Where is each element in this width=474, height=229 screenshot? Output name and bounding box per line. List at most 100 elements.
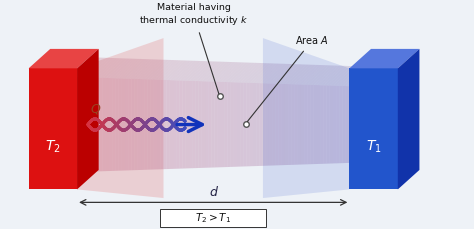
Polygon shape — [371, 68, 396, 87]
Polygon shape — [157, 60, 182, 80]
Polygon shape — [356, 67, 380, 87]
Text: $T_2 > T_1$: $T_2 > T_1$ — [195, 211, 231, 225]
Polygon shape — [125, 59, 150, 79]
Polygon shape — [205, 81, 208, 168]
Polygon shape — [186, 81, 189, 169]
Polygon shape — [397, 68, 419, 161]
Polygon shape — [221, 82, 224, 167]
Polygon shape — [93, 78, 96, 172]
Polygon shape — [231, 82, 234, 167]
Polygon shape — [122, 79, 125, 171]
Polygon shape — [147, 79, 151, 170]
Polygon shape — [391, 87, 394, 161]
Polygon shape — [349, 67, 374, 86]
Polygon shape — [93, 58, 118, 78]
Polygon shape — [259, 83, 263, 166]
Polygon shape — [314, 65, 338, 85]
Polygon shape — [147, 60, 172, 79]
Polygon shape — [327, 85, 330, 164]
Polygon shape — [374, 87, 378, 162]
Polygon shape — [106, 59, 131, 78]
Polygon shape — [263, 38, 349, 198]
Polygon shape — [279, 64, 303, 84]
Polygon shape — [371, 87, 374, 162]
Polygon shape — [288, 65, 313, 84]
Polygon shape — [234, 82, 237, 167]
Polygon shape — [138, 60, 163, 79]
Polygon shape — [381, 87, 384, 162]
Polygon shape — [195, 81, 199, 168]
Polygon shape — [378, 68, 402, 87]
Polygon shape — [83, 77, 87, 172]
Polygon shape — [304, 85, 307, 164]
Polygon shape — [356, 86, 358, 163]
Polygon shape — [398, 49, 419, 189]
Polygon shape — [310, 85, 314, 164]
Polygon shape — [28, 49, 99, 68]
Polygon shape — [387, 87, 391, 162]
Polygon shape — [285, 84, 288, 165]
Polygon shape — [387, 68, 412, 87]
Polygon shape — [250, 63, 274, 83]
Polygon shape — [362, 67, 387, 87]
Polygon shape — [339, 86, 343, 163]
Polygon shape — [90, 77, 93, 172]
Polygon shape — [243, 83, 246, 166]
Polygon shape — [317, 66, 342, 85]
Polygon shape — [279, 84, 282, 165]
Polygon shape — [205, 62, 230, 82]
Polygon shape — [125, 79, 128, 170]
Text: $T_2$: $T_2$ — [45, 139, 61, 155]
Text: d: d — [210, 186, 217, 199]
Polygon shape — [109, 59, 134, 78]
Polygon shape — [292, 65, 316, 84]
Polygon shape — [80, 77, 83, 172]
Polygon shape — [228, 82, 231, 167]
Polygon shape — [237, 63, 262, 82]
Polygon shape — [256, 83, 259, 166]
Polygon shape — [246, 83, 250, 166]
Polygon shape — [157, 80, 160, 169]
Polygon shape — [314, 85, 317, 164]
Polygon shape — [253, 63, 278, 83]
Polygon shape — [189, 61, 214, 81]
Polygon shape — [112, 59, 137, 78]
Polygon shape — [368, 87, 371, 162]
Polygon shape — [301, 65, 326, 85]
Polygon shape — [330, 86, 333, 164]
Polygon shape — [307, 65, 332, 85]
Polygon shape — [199, 81, 202, 168]
Polygon shape — [310, 65, 336, 85]
Polygon shape — [122, 59, 146, 79]
Polygon shape — [381, 68, 406, 87]
Polygon shape — [352, 67, 377, 86]
Polygon shape — [317, 85, 320, 164]
Polygon shape — [246, 63, 272, 83]
Polygon shape — [282, 64, 307, 84]
Polygon shape — [294, 84, 298, 165]
Polygon shape — [384, 68, 409, 87]
Polygon shape — [154, 80, 157, 169]
Text: Q: Q — [91, 102, 101, 115]
Polygon shape — [250, 83, 253, 166]
Polygon shape — [138, 79, 141, 170]
Polygon shape — [173, 61, 198, 80]
Polygon shape — [192, 81, 195, 168]
Polygon shape — [144, 79, 147, 170]
Polygon shape — [211, 62, 236, 82]
Polygon shape — [160, 80, 164, 169]
Polygon shape — [294, 65, 319, 85]
Polygon shape — [116, 78, 118, 171]
Polygon shape — [330, 66, 355, 86]
Polygon shape — [116, 59, 140, 78]
Polygon shape — [221, 63, 246, 82]
Polygon shape — [202, 62, 227, 81]
Polygon shape — [215, 82, 218, 167]
Polygon shape — [211, 82, 215, 168]
Polygon shape — [176, 80, 180, 169]
Polygon shape — [343, 66, 367, 86]
Polygon shape — [327, 66, 351, 86]
Polygon shape — [320, 85, 323, 164]
Polygon shape — [195, 62, 220, 81]
Polygon shape — [285, 65, 310, 84]
